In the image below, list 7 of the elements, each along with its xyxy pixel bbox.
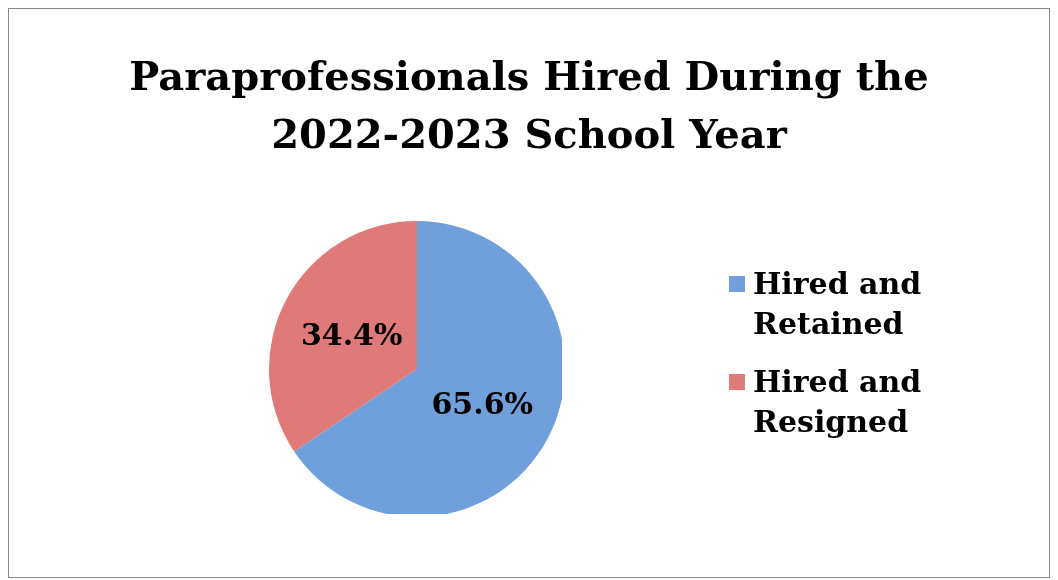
pie-slice [269,221,417,452]
data-label: 34.4% [300,316,403,352]
data-label: 65.6% [431,386,534,422]
pie-slice [294,221,562,514]
legend-label: Hired and Retained [753,265,922,343]
legend-label: Hired and Resigned [753,363,922,441]
chart-title: Paraprofessionals Hired During the 2022-2023 School Year [128,51,930,159]
